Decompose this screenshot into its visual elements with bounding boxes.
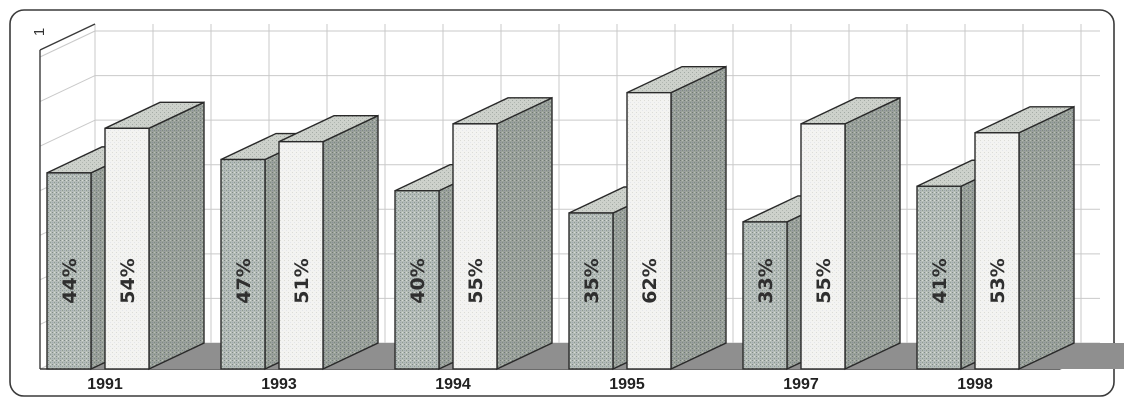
bar (626, 91, 672, 370)
bar (104, 127, 150, 370)
x-axis-category-label: 1998 (957, 376, 993, 393)
grid-line-diagonal (39, 30, 96, 58)
bar (278, 140, 324, 370)
bar (568, 212, 614, 370)
bar-value-label: 40% (407, 258, 429, 303)
bar (394, 190, 440, 370)
bar-value-label: 47% (233, 258, 255, 303)
bar (974, 132, 1020, 370)
bar-value-label: 33% (755, 258, 777, 303)
bar-value-label: 54% (117, 258, 139, 303)
x-axis-category-label: 1994 (435, 376, 471, 393)
x-axis-category-label: 1995 (609, 376, 645, 393)
bars: 44% 54% 47% 51% 40% 55% 35% 62% 33% 55% 41% 53% (46, 65, 1124, 371)
x-axis-category-label: 1991 (87, 376, 123, 393)
bar-value-label: 44% (59, 258, 81, 303)
bar-value-label: 55% (813, 258, 835, 303)
y-axis-tick-label: 1 (31, 28, 48, 36)
bar (220, 158, 266, 370)
bar-value-label: 35% (581, 258, 603, 303)
y-axis-depth-line (39, 23, 96, 51)
bar-side-face (496, 96, 553, 371)
x-axis-category-label: 1993 (261, 376, 297, 393)
bar (46, 172, 92, 370)
bar-value-label: 51% (291, 258, 313, 303)
bar-side-face (670, 65, 727, 371)
bar (800, 123, 846, 370)
bar (742, 221, 788, 370)
bar-value-label: 41% (929, 258, 951, 303)
category-labels: 1991 1993 1994 1995 1997 1998 (87, 376, 993, 393)
bar-side-face (844, 96, 901, 371)
bar (916, 185, 962, 370)
grid-line-diagonal (39, 119, 96, 147)
x-axis-category-label: 1997 (783, 376, 819, 393)
bar-side-face (322, 114, 379, 371)
bar-value-label: 53% (987, 258, 1009, 303)
bar-side-face (1018, 105, 1075, 371)
bar-side-face (148, 101, 205, 371)
grid-line-diagonal (39, 75, 96, 103)
bar (452, 123, 498, 370)
bar-value-label: 55% (465, 258, 487, 303)
bar-value-label: 62% (639, 258, 661, 303)
